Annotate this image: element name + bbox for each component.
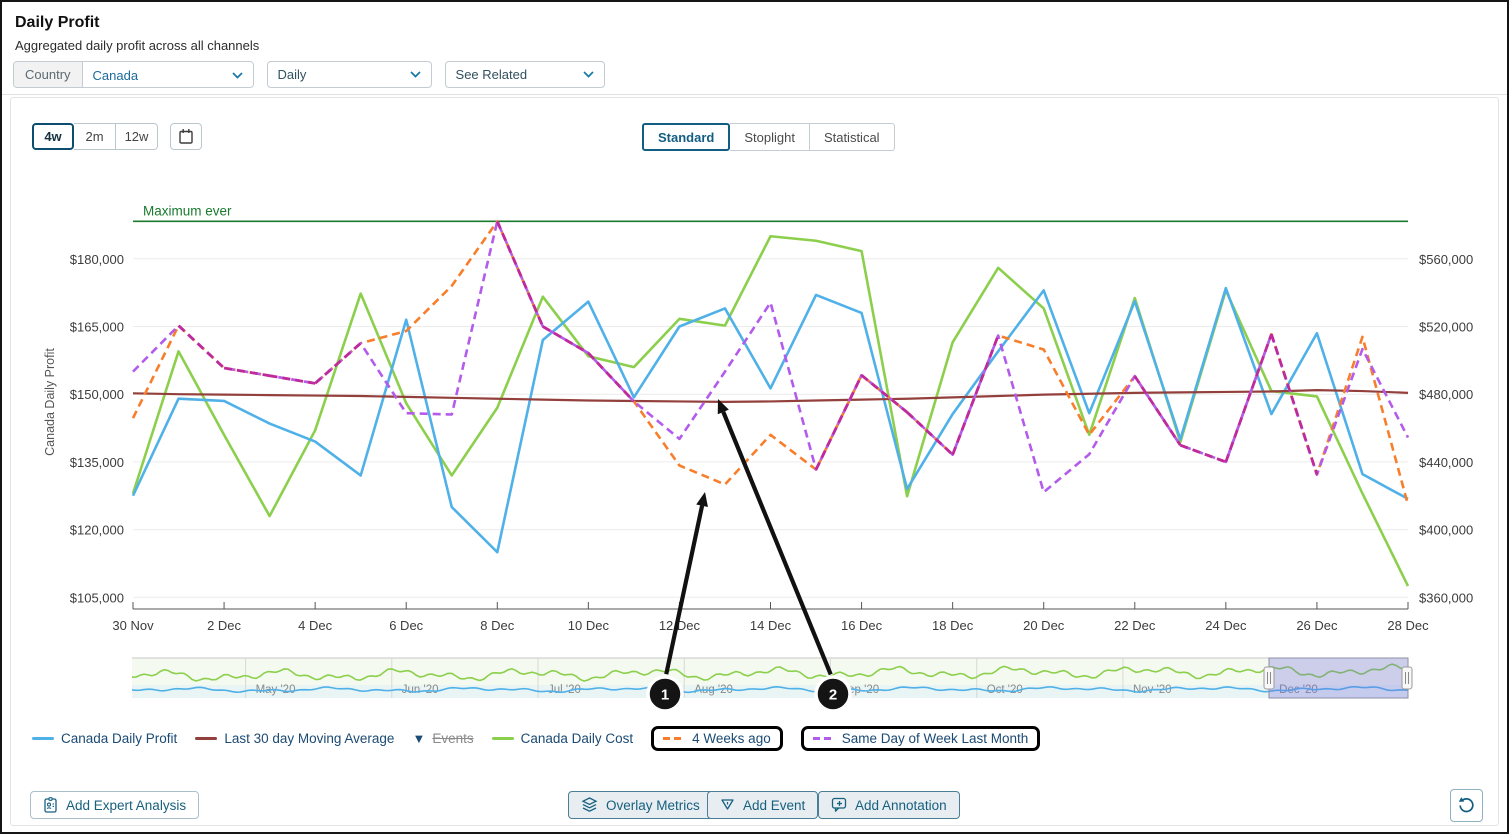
granularity-select[interactable]: Daily	[266, 61, 432, 88]
legend-label: 4 Weeks ago	[692, 730, 771, 746]
chevron-down-icon	[582, 71, 594, 78]
legend-label: Last 30 day Moving Average	[224, 730, 395, 746]
country-filter-label: Country	[14, 62, 83, 87]
id-badge-icon	[44, 797, 57, 813]
legend-swatch	[195, 736, 218, 740]
chevron-down-icon	[231, 72, 243, 79]
range-button-2m[interactable]: 2m	[74, 123, 116, 150]
country-select-value: Canada	[92, 68, 139, 83]
legend-item[interactable]: ▼ Events	[412, 731, 473, 746]
granularity-select-value: Daily	[277, 67, 307, 82]
add-event-button[interactable]: Add Event	[707, 791, 819, 819]
tab-statistical[interactable]: Statistical	[809, 123, 895, 151]
tab-standard[interactable]: Standard	[642, 123, 731, 151]
calendar-icon	[179, 129, 193, 144]
legend-item[interactable]: Canada Daily Profit	[32, 731, 177, 746]
legend-label: Same Day of Week Last Month	[841, 730, 1029, 746]
refresh-icon	[1458, 797, 1474, 813]
add-annotation-label: Add Annotation	[855, 797, 947, 813]
country-filter: Country Canada	[13, 61, 254, 88]
overlay-metrics-label: Overlay Metrics	[606, 797, 700, 813]
legend-item[interactable]: 4 Weeks ago	[663, 731, 771, 746]
time-range-group: 4w 2m 12w	[32, 123, 158, 150]
range-button-12w[interactable]: 12w	[116, 123, 158, 150]
overlay-metrics-button[interactable]: Overlay Metrics	[568, 791, 713, 819]
highlight-box: Same Day of Week Last Month	[800, 725, 1041, 751]
view-tabs: Standard Stoplight Statistical	[642, 123, 895, 151]
see-related-select[interactable]: See Related	[444, 61, 605, 88]
legend-item[interactable]: Same Day of Week Last Month	[812, 730, 1029, 746]
legend-swatch	[491, 736, 514, 740]
highlight-box: 4 Weeks ago	[651, 725, 783, 751]
legend-swatch	[812, 736, 835, 740]
legend-label: Canada Daily Profit	[61, 730, 178, 746]
legend-item[interactable]: Canada Daily Cost	[491, 730, 634, 746]
legend-swatch	[663, 736, 686, 740]
legend-label: Events	[432, 730, 474, 746]
calendar-button[interactable]	[170, 123, 202, 150]
page-subtitle: Aggregated daily profit across all chann…	[15, 38, 260, 53]
add-expert-analysis-button[interactable]: Add Expert Analysis	[30, 791, 200, 819]
annotation-bubble-icon	[831, 797, 847, 812]
events-triangle-icon: ▼	[412, 730, 426, 746]
legend-item[interactable]: Last 30 day Moving Average	[195, 731, 394, 746]
layers-icon	[581, 797, 598, 812]
legend: Canada Daily Profit Last 30 day Moving Av…	[32, 721, 1041, 755]
see-related-label: See Related	[455, 67, 528, 82]
chart-card	[10, 97, 1499, 826]
filter-row: Country Canada Daily See Related	[13, 61, 605, 88]
tab-stoplight[interactable]: Stoplight	[730, 123, 810, 151]
country-select[interactable]: Canada	[82, 62, 253, 87]
range-button-4w[interactable]: 4w	[32, 123, 74, 150]
header: Daily Profit Aggregated daily profit acr…	[2, 2, 1507, 95]
add-annotation-button[interactable]: Add Annotation	[818, 791, 960, 819]
add-expert-analysis-label: Add Expert Analysis	[66, 797, 187, 813]
legend-swatch	[32, 736, 54, 740]
legend-label: Canada Daily Cost	[520, 730, 634, 746]
reset-view-button[interactable]	[1450, 789, 1483, 822]
page-title: Daily Profit	[15, 14, 100, 31]
add-event-label: Add Event	[743, 797, 806, 813]
event-marker-icon	[721, 799, 734, 810]
chevron-down-icon	[409, 71, 421, 78]
